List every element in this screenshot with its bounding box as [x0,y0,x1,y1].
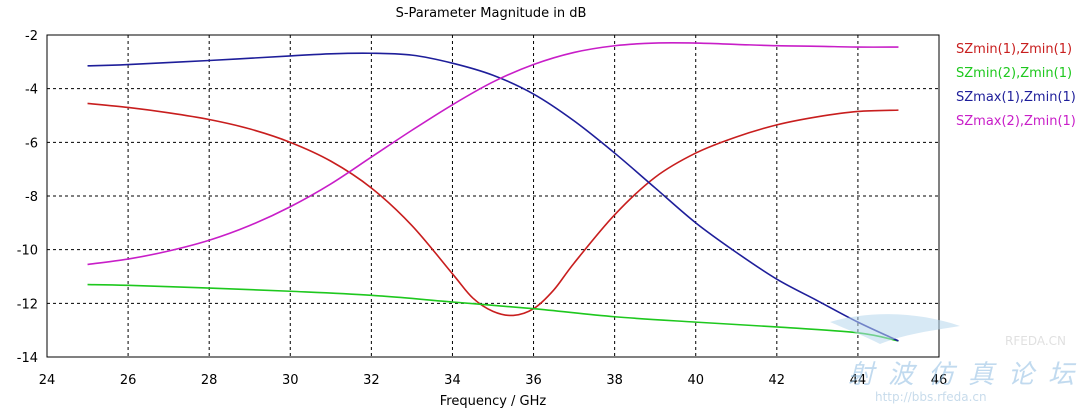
watermark: RFEDA.CN 射波仿真论坛 http://bbs.rfeda.cn [830,314,1088,404]
watermark-wing-icon [830,314,960,344]
y-tick-label: -12 [17,297,38,312]
series-line-3 [87,52,899,342]
x-tick-label: 30 [282,373,299,388]
watermark-brand: RFEDA.CN [1005,334,1066,348]
y-tick-label: -10 [17,244,38,259]
series-line-2 [87,283,899,342]
series-layer [87,41,899,342]
x-tick-label: 24 [39,373,56,388]
plot-frame [46,34,940,358]
series-line-1 [87,102,899,317]
x-tick-label: 44 [850,373,867,388]
x-tick-label: 34 [444,373,461,388]
legend-entry-3: SZmax(1),Zmin(1) [956,90,1076,105]
watermark-chinese: 射波仿真论坛 [848,360,1088,390]
x-tick-label: 40 [687,373,704,388]
x-tick-labels: 24 26 28 30 32 34 36 38 40 42 44 46 [39,373,948,388]
x-tick-label: 38 [606,373,623,388]
y-tick-label: -4 [25,83,38,98]
x-tick-label: 32 [363,373,380,388]
x-tick-label: 46 [931,373,948,388]
legend: SZmin(1),Zmin(1) SZmin(2),Zmin(1) SZmax(1)… [956,42,1076,129]
y-tick-labels: -14 -12 -10 -8 -6 -4 -2 [17,29,38,366]
x-tick-label: 26 [120,373,137,388]
legend-entry-1: SZmin(1),Zmin(1) [956,42,1072,57]
x-tick-label: 28 [201,373,218,388]
x-tick-label: 36 [525,373,542,388]
y-tick-label: -6 [25,136,38,151]
legend-entry-2: SZmin(2),Zmin(1) [956,66,1072,81]
legend-entry-4: SZmax(2),Zmin(1) [956,114,1076,129]
grid [47,35,939,357]
chart-title: S-Parameter Magnitude in dB [396,6,587,21]
watermark-url: http://bbs.rfeda.cn [875,390,987,404]
series-line-4 [87,41,899,266]
x-tick-label: 42 [769,373,786,388]
y-tick-label: -8 [25,190,38,205]
y-tick-label: -14 [17,351,38,366]
x-axis-label: Frequency / GHz [440,394,547,409]
y-tick-label: -2 [25,29,38,44]
